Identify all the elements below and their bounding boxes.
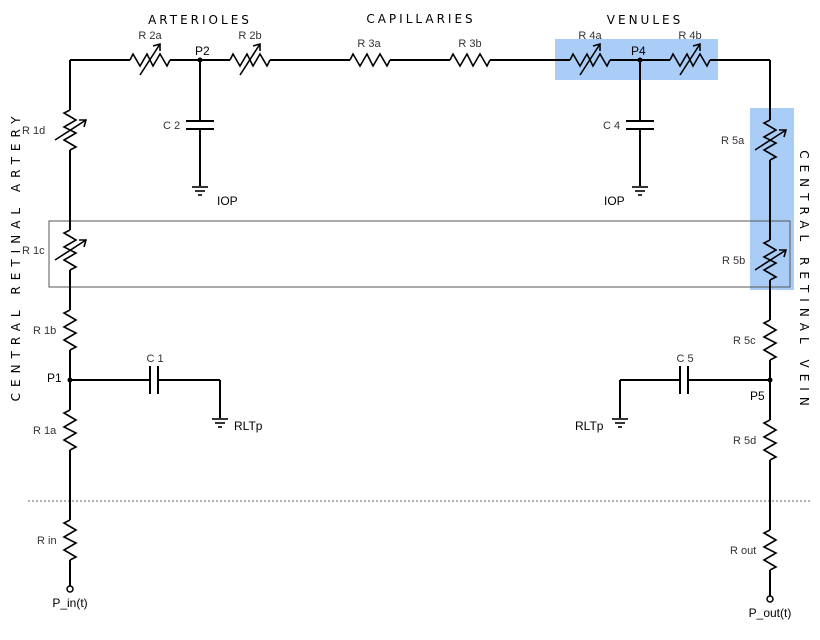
section-capillaries: CAPILLARIES [366, 12, 475, 26]
section-vein: CENTRAL RETINAL VEIN [797, 150, 811, 412]
arrow-head-r4b [692, 42, 701, 51]
variable-arrow-r2b [239, 43, 261, 76]
resistor-rin[interactable] [62, 519, 78, 561]
label-iop-right: IOP [604, 194, 625, 208]
label-p4: P4 [631, 44, 646, 58]
label-r3a: R 3a [357, 38, 381, 50]
label-r4b: R 4b [678, 30, 701, 42]
terminal-p-out[interactable] [766, 595, 774, 603]
ground-icon-iop-left [192, 186, 208, 196]
label-iop-left: IOP [217, 194, 238, 208]
variable-arrow-r1d [54, 119, 87, 141]
label-rout: R out [730, 545, 756, 557]
label-c2: C 2 [163, 120, 180, 132]
resistor-r1b[interactable] [62, 309, 78, 351]
arrow-head-r2a [152, 42, 161, 51]
node-p1-dot[interactable] [67, 377, 73, 383]
arrow-head-r5b [779, 249, 788, 258]
ground-icon-rltp-left [212, 418, 228, 428]
ground-icon-rltp-right [612, 418, 628, 428]
label-c5: C 5 [676, 353, 693, 365]
label-r5a: R 5a [721, 135, 745, 147]
node-p2-dot[interactable] [197, 57, 203, 63]
variable-arrow-r4b [679, 43, 701, 76]
label-rltp-right: RLTp [575, 419, 604, 433]
variable-arrow-r5a [754, 129, 787, 151]
node-p5-dot[interactable] [767, 377, 773, 383]
label-p-in: P_in(t) [52, 596, 87, 610]
arrow-head-r2b [252, 42, 261, 51]
section-artery: CENTRAL RETINAL ARTERY [9, 111, 23, 402]
label-p5: P5 [750, 389, 765, 403]
label-r3b: R 3b [458, 38, 481, 50]
selection-box[interactable] [48, 220, 791, 288]
variable-arrow-r2a [139, 43, 161, 76]
arrow-head-r5a [779, 129, 788, 138]
node-p4-dot[interactable] [637, 57, 643, 63]
label-r1c: R 1c [22, 245, 45, 257]
vein-highlight [750, 108, 794, 290]
label-p-out: P_out(t) [749, 606, 792, 620]
resistor-r5d[interactable] [762, 419, 778, 461]
resistor-r3a[interactable] [349, 52, 391, 68]
label-rin: R in [37, 535, 57, 547]
label-r2a: R 2a [138, 30, 162, 42]
section-venules: VENULES [607, 13, 683, 27]
label-r1d: R 1d [22, 125, 45, 137]
label-r2b: R 2b [238, 30, 261, 42]
label-r1b: R 1b [33, 325, 56, 337]
terminal-p-in[interactable] [66, 585, 74, 593]
arrow-head-r1d [79, 119, 88, 128]
label-r1a: R 1a [33, 425, 57, 437]
label-r5d: R 5d [733, 435, 756, 447]
resistor-rout[interactable] [762, 529, 778, 571]
label-r5b: R 5b [722, 255, 745, 267]
label-p2: P2 [195, 44, 210, 58]
label-rltp-left: RLTp [234, 419, 263, 433]
section-arterioles: ARTERIOLES [148, 13, 252, 27]
label-c1: C 1 [146, 353, 163, 365]
label-c4: C 4 [603, 120, 620, 132]
variable-arrow-r1c [54, 239, 87, 261]
resistor-r3b[interactable] [449, 52, 491, 68]
variable-arrow-r4a [579, 43, 601, 76]
label-p1: P1 [47, 371, 62, 385]
label-r5c: R 5c [733, 335, 756, 347]
resistor-r1a[interactable] [62, 409, 78, 451]
resistor-r5c[interactable] [762, 319, 778, 361]
arrow-head-r1c [79, 239, 88, 248]
label-r4a: R 4a [578, 30, 602, 42]
ground-icon-iop-right [632, 186, 648, 196]
variable-arrow-r5b [754, 249, 787, 271]
arrow-head-r4a [592, 42, 601, 51]
